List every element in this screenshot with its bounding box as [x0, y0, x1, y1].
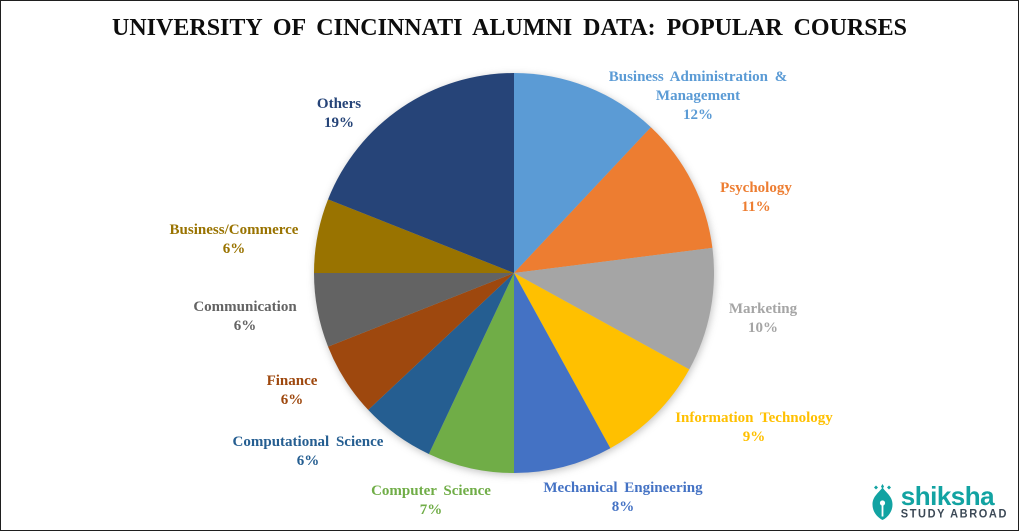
pie-slice-finance: [328, 273, 514, 410]
pie-slice-computational-science: [368, 273, 514, 454]
pie-slice-others: [328, 73, 514, 273]
pie-slice-information-technology: [514, 273, 690, 449]
pie-label-mechanical-engineering: Mechanical Engineering 8%: [543, 480, 703, 515]
pie-labels-group: Business Administration & Management 12% Ps…: [170, 69, 834, 518]
pie-label-business-administration-management: Business Administration & Management 12%: [609, 69, 788, 123]
pie-slice-business-administration-management: [514, 73, 651, 273]
pie-label-others: Others 19%: [317, 96, 361, 131]
pie-label-psychology: Psychology 11%: [720, 180, 792, 215]
logo-tagline: STUDY ABROAD: [900, 507, 1008, 521]
pie-slice-psychology: [514, 127, 713, 274]
pen-nib-icon: [872, 484, 893, 520]
pie-label-computer-science: Computer Science 7%: [371, 483, 491, 518]
pie-label-marketing: Marketing 10%: [729, 301, 798, 336]
pie-label-communication: Communication 6%: [193, 299, 297, 334]
chart-title: UNIVERSITY OF CINCINNATI ALUMNI DATA: PO…: [112, 15, 907, 41]
pie-label-computational-science: Computational Science 6%: [233, 434, 384, 469]
pie-label-business-commerce: Business/Commerce 6%: [170, 222, 299, 257]
shiksha-logo: shiksha STUDY ABROAD: [869, 481, 1008, 521]
pie-slices-group: [314, 73, 714, 473]
pie-slice-marketing: [514, 247, 714, 370]
pie-slice-mechanical-engineering: [514, 273, 611, 473]
logo-name: shiksha: [900, 481, 995, 511]
pie-label-finance: Finance 6%: [267, 373, 318, 408]
pie-slice-communication: [314, 273, 514, 347]
logo-text: shiksha STUDY ABROAD: [900, 481, 1008, 521]
pie-slice-computer-science: [428, 273, 514, 473]
pie-slice-business-commerce: [314, 199, 514, 273]
pie-label-information-technology: Information Technology 9%: [675, 410, 833, 445]
